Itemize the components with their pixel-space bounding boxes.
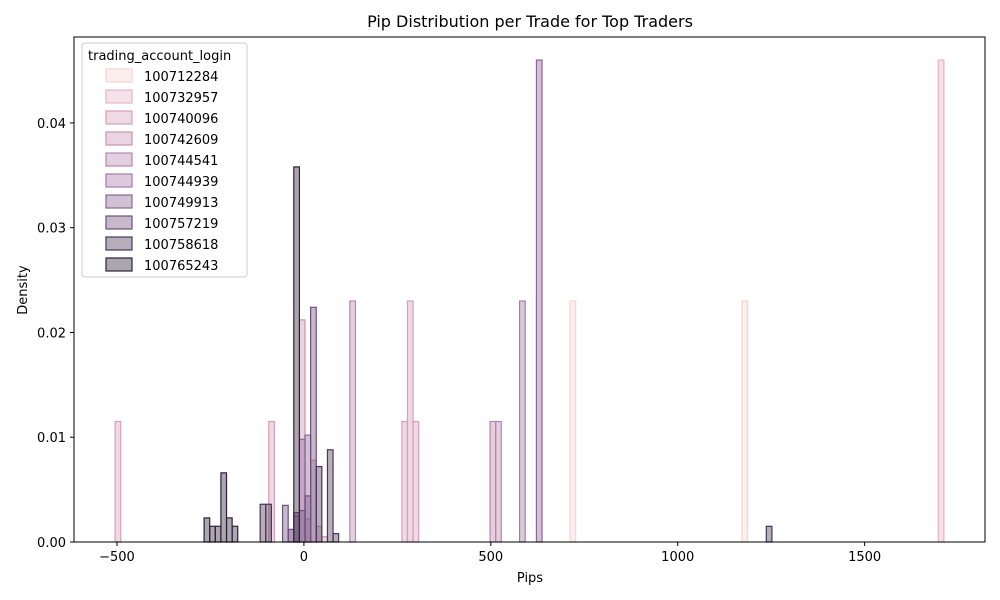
y-axis-label: Density [16,265,31,315]
legend-label: 100765243 [144,259,218,274]
legend-swatch [105,68,133,83]
plot-area [114,59,945,543]
histogram-bar [765,525,773,543]
series-100749913 [298,59,543,543]
histogram-bar [281,504,289,543]
legend-swatch [105,89,133,104]
histogram-bar [518,300,526,543]
histogram-bar [741,300,749,543]
series-100744541 [349,300,502,543]
x-axis-label: Pips [517,571,543,586]
legend-label: 100757219 [144,217,218,232]
y-tick-label: 0.02 [37,326,66,341]
legend-label: 100742609 [144,133,218,148]
y-tick-label: 0.04 [37,117,66,132]
legend-title: trading_account_login [88,49,231,64]
histogram-bar [298,509,306,543]
histogram-bar [315,465,323,543]
legend-label: 100744541 [144,154,218,169]
histogram-bar [265,503,272,543]
histogram-bar [412,420,420,543]
legend-swatch [105,173,133,188]
y-tick-label: 0.00 [37,536,66,551]
x-tick-label: 1500 [848,550,881,565]
legend: trading_account_login 100712284 100732957… [81,42,248,278]
histogram-bar [220,472,228,543]
legend-label: 100740096 [144,112,218,127]
legend-swatch [105,215,133,230]
histogram-bar [937,59,945,543]
series-100712284 [569,300,749,543]
histogram-bar [214,525,222,543]
legend-items: 100712284 100732957 100740096 100742609 1007… [105,68,218,274]
histogram-bar [569,300,577,543]
legend-label: 100744939 [144,175,218,190]
histogram-bar [332,533,340,543]
legend-swatch [105,152,133,167]
legend-swatch [105,194,133,209]
legend-swatch [105,131,133,146]
series-100732957 [937,59,945,543]
histogram-bar [231,525,239,543]
legend-swatch [105,110,133,125]
series-100758618 [259,449,773,543]
histogram-bar [310,306,317,543]
legend-label: 100732957 [144,91,218,106]
legend-label: 100758618 [144,238,218,253]
chart-title: Pip Distribution per Trade for Top Trade… [367,12,693,31]
histogram-bar [287,528,295,543]
x-tick-label: 500 [478,550,503,565]
x-tick-label: 0 [300,550,308,565]
histogram-bar [225,517,233,543]
y-tick-label: 0.03 [37,222,66,237]
x-axis: −500 0 500 1000 1500 [99,542,881,565]
legend-label: 100749913 [144,196,218,211]
histogram-bar [489,420,497,543]
y-axis: 0.00 0.01 0.02 0.03 0.04 [37,117,74,551]
x-tick-label: −500 [99,550,135,565]
legend-frame [81,42,248,278]
legend-label: 100712284 [144,70,218,85]
histogram-bar [293,166,301,543]
legend-swatch [105,257,133,272]
series-100740096 [114,300,420,543]
histogram-bar [326,449,334,543]
histogram-bar [259,503,267,543]
histogram-bar [401,420,409,543]
histogram-bar [535,59,543,543]
histogram-bar [203,517,211,543]
y-tick-label: 0.01 [37,431,66,446]
histogram-bar [349,300,357,543]
histogram-bar [406,300,414,543]
histogram-bar [304,495,312,543]
histogram-bar [209,525,216,543]
histogram-bar [114,420,122,543]
axes-frame [73,36,986,543]
histogram-bar [495,420,502,543]
legend-swatch [105,236,133,251]
x-tick-label: 1000 [661,550,694,565]
histogram-bar [321,536,329,543]
